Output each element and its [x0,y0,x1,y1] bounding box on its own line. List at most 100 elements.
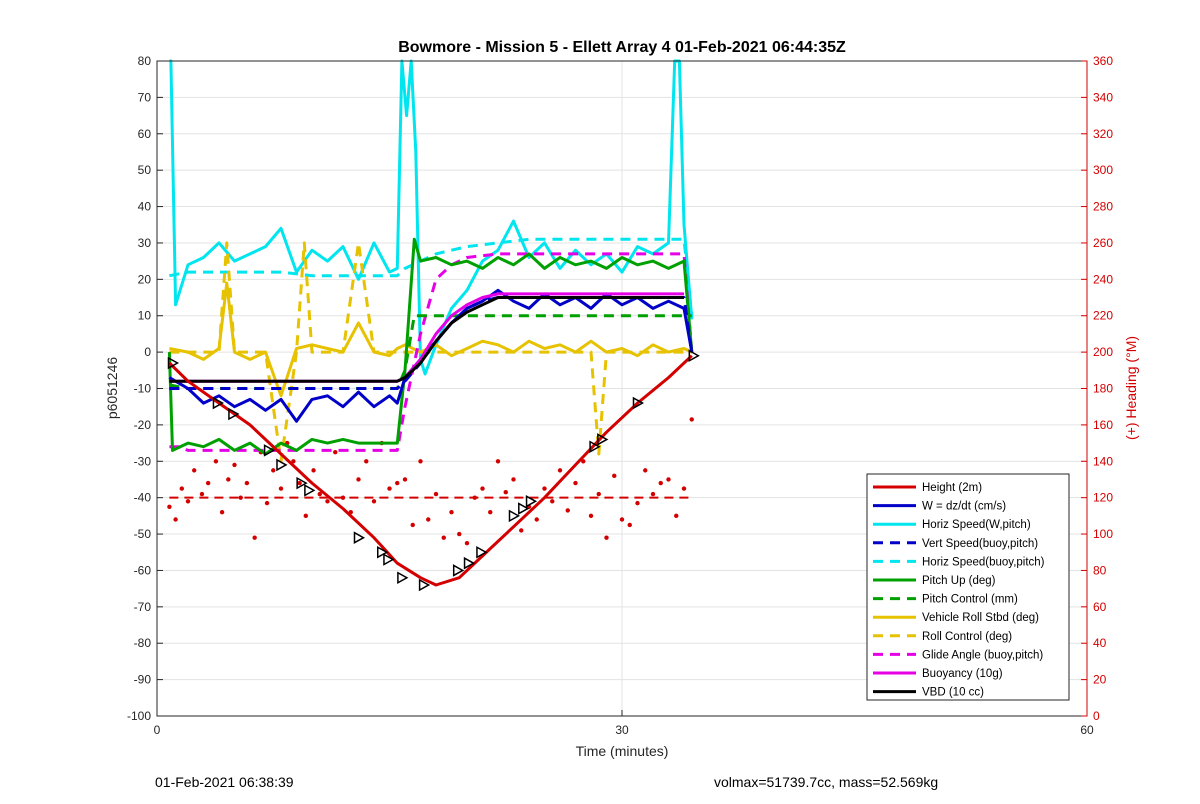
y-right-tick-label: 160 [1093,418,1113,432]
axis-ticks: -100-90-80-70-60-50-40-30-20-10010203040… [127,54,1113,737]
heading-point [264,500,270,506]
depth-marker [632,396,645,410]
heading-point [511,477,516,482]
y-tick-label: 40 [138,200,152,214]
depth-marker [476,545,488,559]
heading-point [303,513,308,519]
heading-point [604,535,609,540]
y-axis-label: p6051246 [104,357,120,420]
heading-point [199,491,205,497]
y-right-tick-label: 180 [1093,382,1113,396]
heading-point [219,510,225,515]
heading-point [278,486,284,491]
y-right-tick-label: 240 [1093,272,1113,286]
y-tick-label: -10 [134,382,152,396]
depth-marker [276,458,288,472]
y-right-tick-label: 120 [1093,491,1113,505]
y-right-tick-label: 40 [1093,636,1107,650]
y-tick-label: 20 [138,272,152,286]
heading-point [480,486,485,491]
heading-point [185,499,191,504]
depth-marker [228,407,240,421]
heading-point [495,459,501,464]
heading-point [503,490,508,495]
y-tick-label: -100 [127,709,151,723]
heading-point [635,500,640,506]
legend-label-0: Height (2m) [922,482,982,494]
y-tick-label: -60 [134,563,152,577]
series-line-11 [169,296,684,383]
heading-point [689,417,694,422]
x-tick-label: 30 [615,723,629,737]
legend-label-5: Pitch Up (deg) [922,575,996,587]
y-right-tick-label: 220 [1093,309,1113,323]
y-tick-label: -20 [134,418,152,432]
heading-point [333,449,338,455]
y-right-tick-label: 320 [1093,127,1113,141]
heading-point [418,459,423,464]
heading-point [433,491,439,497]
heading-point [565,508,570,513]
heading-point [658,480,663,486]
depth-marker [212,396,224,410]
heading-point [410,522,415,528]
depth-marker [296,476,308,490]
legend-label-4: Horiz Speed(buoy,pitch) [922,556,1045,568]
y-tick-label: -40 [134,491,152,505]
depth-marker [597,433,609,446]
heading-point [643,468,648,473]
heading-point [252,535,257,540]
heading-point [325,499,330,504]
y-tick-label: 60 [138,127,152,141]
heading-point [238,495,243,500]
heading-point [311,468,316,473]
plot-content [167,59,700,592]
series-line-9 [169,252,694,452]
heading-point [650,491,656,497]
heading-point [581,459,586,464]
y-tick-label: -50 [134,527,152,541]
heading-point [232,462,237,468]
heading-point [340,495,346,500]
heading-point [681,486,687,491]
depth-marker [688,349,700,363]
heading-point [449,510,454,515]
heading-point [674,513,679,519]
series-line-6 [169,314,692,390]
depth-marker [353,531,366,544]
heading-point [472,495,477,500]
legend: Height (2m) W = dz/dt (cm/s) Horiz Speed(W… [866,473,1070,701]
depth-marker [304,484,316,497]
heading-point [596,491,601,497]
depth-marker [397,571,409,584]
series-line-0 [168,354,693,587]
heading-point [173,517,178,522]
y-right-tick-label: 80 [1093,563,1107,577]
y-right-tick-label: 60 [1093,600,1107,614]
heading-point [291,459,296,464]
legend-label-8: Roll Control (deg) [922,631,1012,643]
y-right-tick-label: 200 [1093,345,1113,359]
chart-title: Bowmore - Mission 5 - Ellett Array 4 01-… [398,39,846,56]
depth-marker [263,444,276,457]
heading-point [588,513,594,519]
y-right-tick-label: 260 [1093,236,1113,250]
heading-point [371,499,377,504]
y-tick-label: -70 [134,600,152,614]
heading-point [441,535,446,540]
y-tick-label: 0 [144,345,151,359]
depth-marker [589,440,601,453]
y-tick-label: -80 [134,636,152,650]
depth-marker [463,556,476,570]
heading-point [612,473,617,479]
heading-point [356,477,361,482]
heading-point [317,491,322,497]
y-tick-label: 30 [138,236,152,250]
heading-point [557,468,563,473]
legend-box [866,473,1070,701]
heading-point [488,510,493,515]
y-tick-label: 80 [138,54,152,68]
heading-point [213,459,219,464]
y-right-tick-label: 100 [1093,527,1113,541]
depth-marker [518,502,530,515]
